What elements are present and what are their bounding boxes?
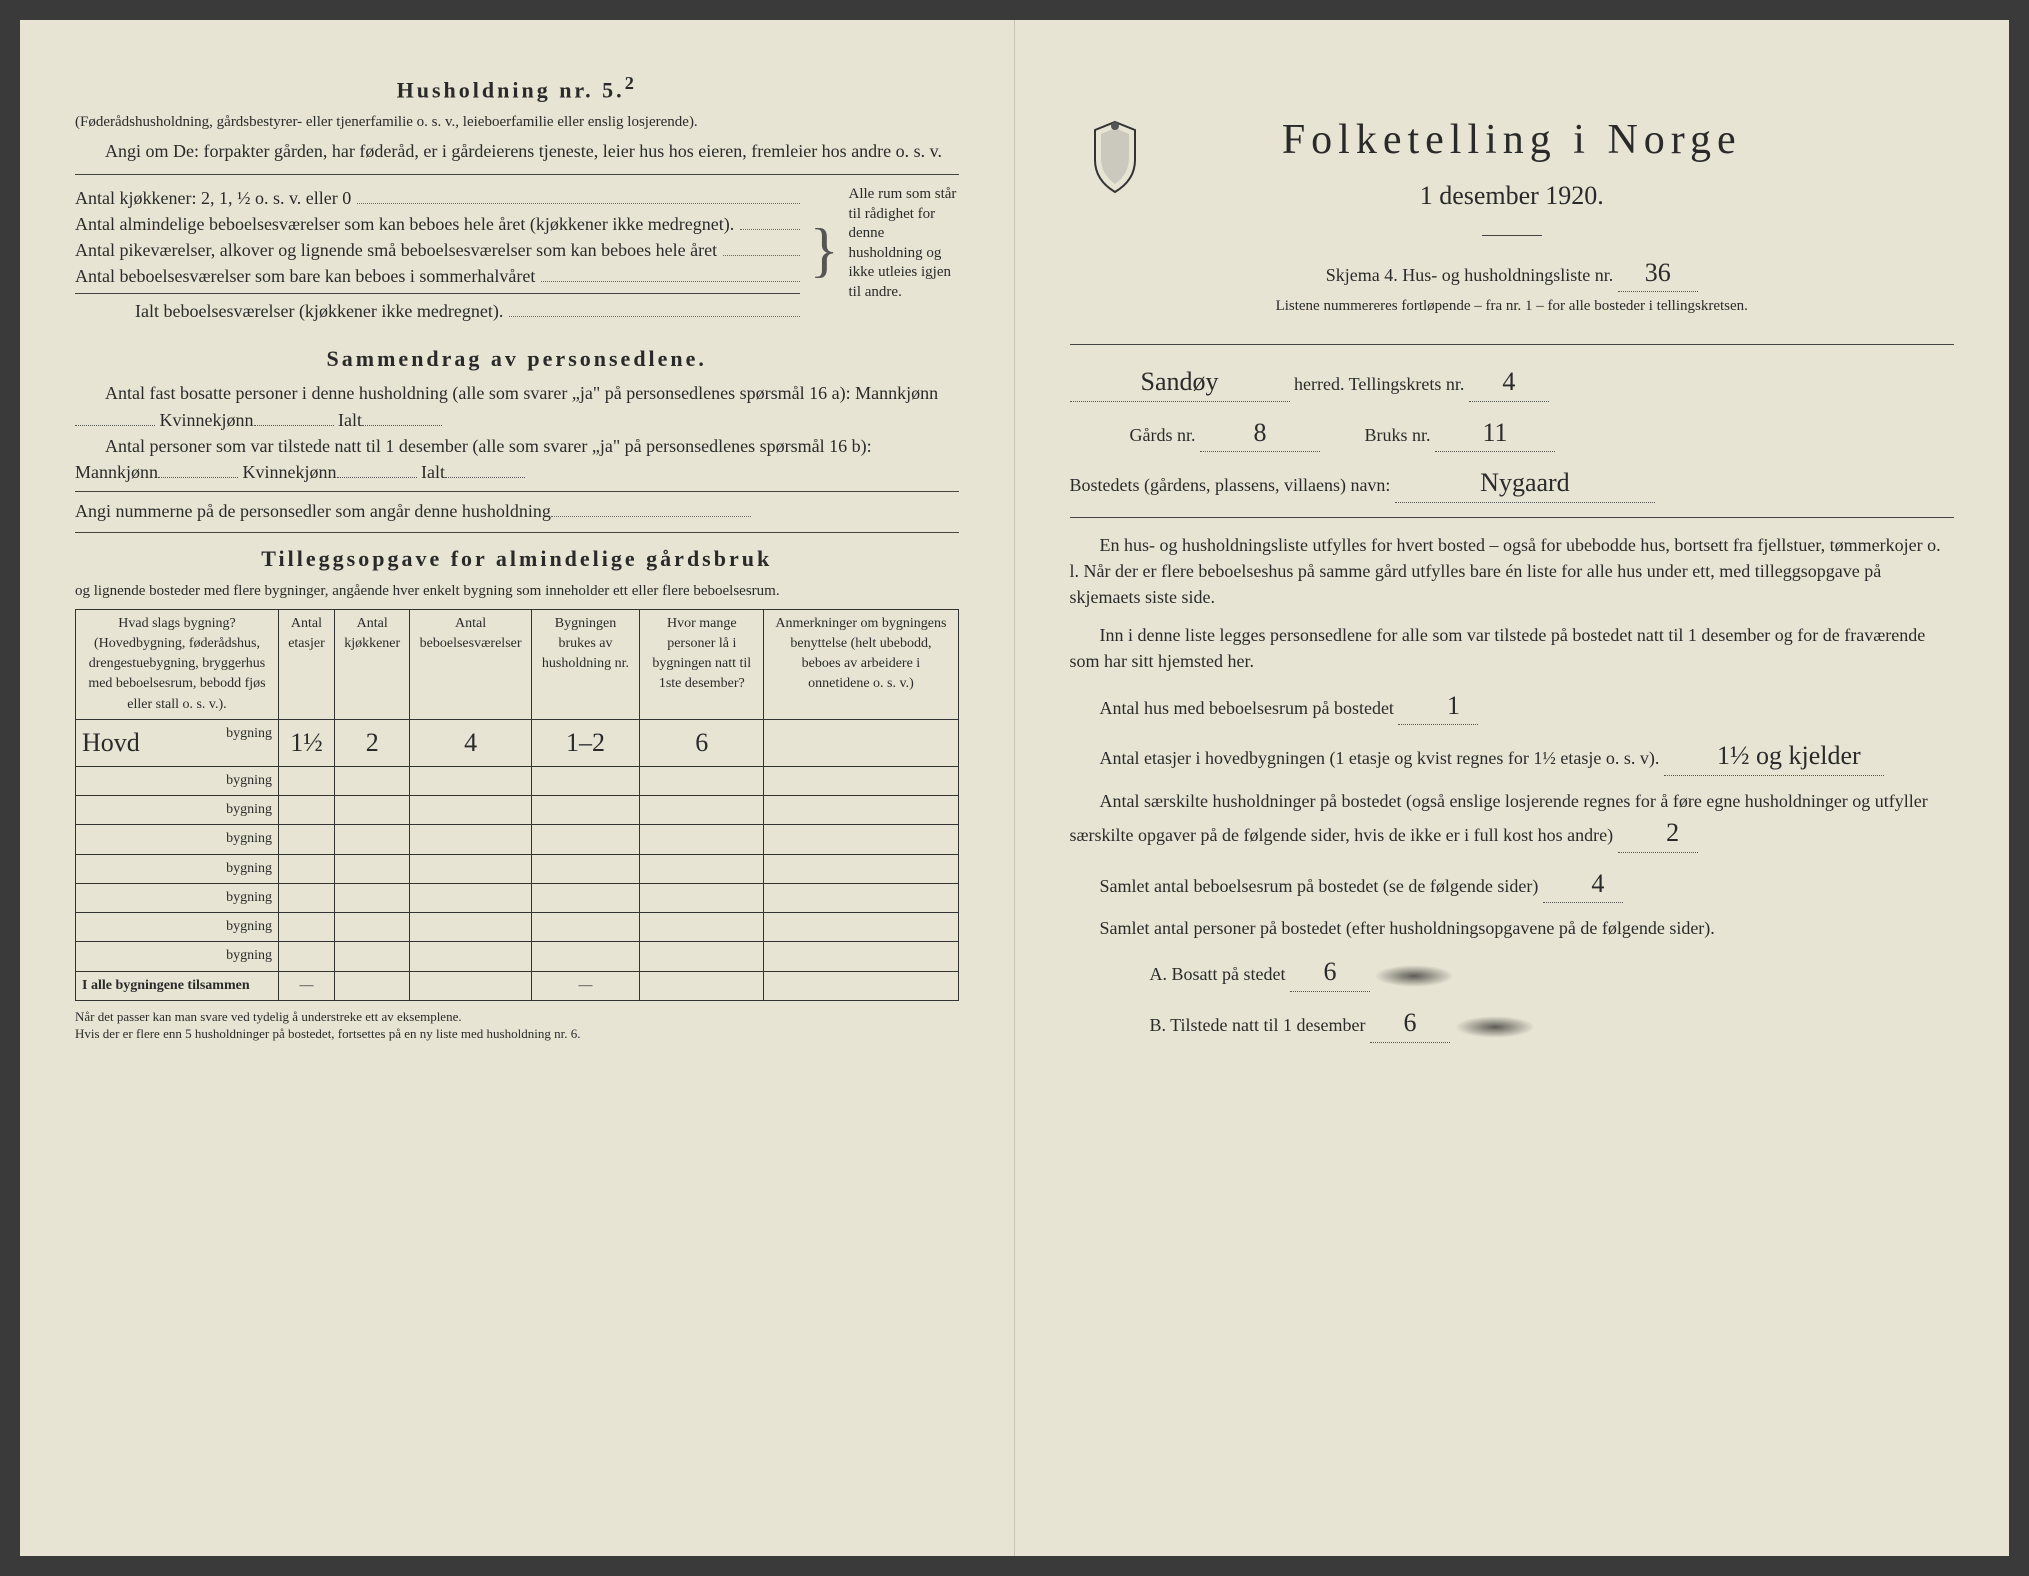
room-rows-block: Antal kjøkkener: 2, 1, ½ o. s. v. eller … (75, 185, 959, 324)
ink-smudge-icon (1455, 1016, 1535, 1038)
row-sommer: Antal beboelsesværelser som bare kan beb… (75, 263, 535, 289)
q4-val: 4 (1543, 865, 1623, 904)
table-row: Hovdbygning1½241–26 (76, 720, 959, 767)
par2: Angi om De: forpakter gården, har føderå… (75, 138, 959, 164)
table-total-row: I alle bygningene tilsammen — — (76, 971, 959, 1000)
herred-value: Sandøy (1070, 363, 1290, 402)
household-heading: Husholdning nr. 5.2 (75, 70, 959, 106)
tillegg-heading: Tilleggsopgave for almindelige gårdsbruk (75, 543, 959, 575)
left-page: Husholdning nr. 5.2 (Føderådshusholdning… (20, 20, 1015, 1556)
q3: Antal særskilte husholdninger på bostede… (1070, 788, 1955, 853)
q4: Samlet antal beboelsesrum på bostedet (s… (1070, 865, 1955, 904)
right-page: Folketelling i Norge 1 desember 1920. Sk… (1015, 20, 2010, 1556)
par1: (Føderådshusholdning, gårdsbestyrer- ell… (75, 112, 959, 134)
sd2: Antal personer som var tilstede natt til… (75, 433, 959, 485)
right-header: Folketelling i Norge 1 desember 1920. Sk… (1070, 110, 1955, 318)
table-row: bygning (76, 883, 959, 912)
sd3: Angi nummerne på de personsedler som ang… (75, 498, 959, 524)
qa-val: 6 (1290, 953, 1370, 992)
table-row: bygning (76, 766, 959, 795)
row-ialt: Ialt beboelsesværelser (kjøkkener ikke m… (135, 298, 503, 324)
tillegg-sub: og lignende bosteder med flere bygninger… (75, 581, 959, 603)
bostedets-line: Bostedets (gårdens, plassens, villaens) … (1070, 464, 1955, 503)
sammendrag-heading: Sammendrag av personsedlene. (75, 343, 959, 375)
brace-note: Alle rum som står til rådighet for denne… (849, 185, 959, 324)
gards-line: Gårds nr. 8 Bruks nr. 11 (1130, 414, 1955, 453)
qb: B. Tilstede natt til 1 desember 6 (1150, 1004, 1955, 1043)
row-kjokkener: Antal kjøkkener: 2, 1, ½ o. s. v. eller … (75, 185, 351, 211)
listene: Listene nummereres fortløpende – fra nr.… (1070, 296, 1955, 318)
th-6: Anmerkninger om bygningens benyttelse (h… (764, 609, 958, 719)
bostedets-value: Nygaard (1395, 464, 1655, 503)
q1: Antal hus med beboelsesrum på bostedet 1 (1070, 687, 1955, 726)
right-par1: En hus- og husholdningsliste utfylles fo… (1070, 532, 1955, 610)
document-spread: Husholdning nr. 5.2 (Føderådshusholdning… (20, 20, 2009, 1556)
krets-nr: 4 (1469, 363, 1549, 402)
table-header-row: Hvad slags bygning? (Hovedbygning, føder… (76, 609, 959, 719)
right-par2: Inn i denne liste legges personsedlene f… (1070, 622, 1955, 674)
bygning-table: Hvad slags bygning? (Hovedbygning, føder… (75, 609, 959, 1002)
th-4: Bygningen brukes av husholdning nr. (531, 609, 639, 719)
q2-val: 1½ og kjelder (1664, 737, 1884, 776)
heading-text: Husholdning nr. 5. (397, 77, 625, 102)
table-row: bygning (76, 942, 959, 971)
th-3: Antal beboelsesværelser (410, 609, 531, 719)
q1-val: 1 (1398, 687, 1478, 726)
q5: Samlet antal personer på bostedet (efter… (1070, 915, 1955, 941)
q2: Antal etasjer i hovedbygningen (1 etasje… (1070, 737, 1955, 776)
table-row: bygning (76, 825, 959, 854)
skjema-line: Skjema 4. Hus- og husholdningsliste nr. … (1070, 254, 1955, 293)
q3-val: 2 (1618, 814, 1698, 853)
th-0: Hvad slags bygning? (Hovedbygning, føder… (76, 609, 279, 719)
herred-line: Sandøy herred. Tellingskrets nr. 4 (1070, 363, 1955, 402)
main-title: Folketelling i Norge (1070, 110, 1955, 171)
skjema-nr: 36 (1618, 254, 1698, 293)
table-row: bygning (76, 796, 959, 825)
table-row: bygning (76, 854, 959, 883)
heading-sup: 2 (625, 73, 637, 93)
gards-nr: 8 (1200, 414, 1320, 453)
row-almindelige: Antal almindelige beboelsesværelser som … (75, 211, 734, 237)
total-label: I alle bygningene tilsammen (76, 971, 279, 1000)
coat-of-arms-icon (1085, 120, 1145, 195)
qa: A. Bosatt på stedet 6 (1150, 953, 1955, 992)
qb-val: 6 (1370, 1004, 1450, 1043)
sd1: Antal fast bosatte personer i denne hush… (75, 380, 959, 432)
th-2: Antal kjøkkener (334, 609, 409, 719)
sub-date: 1 desember 1920. (1070, 177, 1955, 215)
footnote: Når det passer kan man svare ved tydelig… (75, 1009, 959, 1043)
ink-smudge-icon (1374, 965, 1454, 987)
bruks-nr: 11 (1435, 414, 1555, 453)
row-pike: Antal pikeværelser, alkover og lignende … (75, 237, 717, 263)
th-5: Hvor mange personer lå i bygningen natt … (640, 609, 764, 719)
th-1: Antal etasjer (278, 609, 334, 719)
table-row: bygning (76, 913, 959, 942)
